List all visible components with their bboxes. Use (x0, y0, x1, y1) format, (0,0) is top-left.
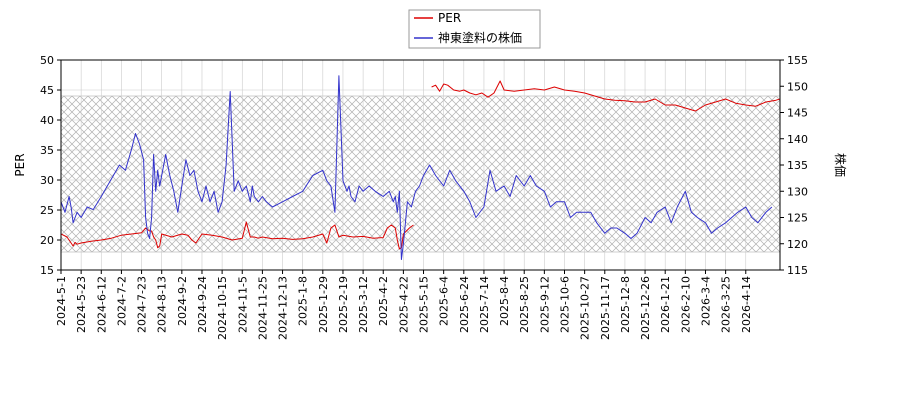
x-tick-label-27: 2025-11-17 (599, 276, 612, 340)
y-left-tick-label-6: 45 (40, 84, 54, 97)
y-left-tick-label-1: 20 (40, 234, 54, 247)
x-tick-label-1: 2024-5-23 (75, 276, 88, 333)
x-tick-label-8: 2024-10-15 (216, 276, 229, 340)
x-tick-label-30: 2026-1-21 (659, 276, 672, 333)
x-tick-label-12: 2025-1-8 (297, 276, 310, 326)
y-right-tick-label-4: 135 (787, 159, 808, 172)
x-tick-label-4: 2024-7-23 (136, 276, 149, 333)
y-right-tick-label-5: 140 (787, 133, 808, 146)
x-tick-label-5: 2024-8-13 (156, 276, 169, 333)
x-tick-label-6: 2024-9-2 (176, 276, 189, 326)
x-tick-label-20: 2025-6-24 (458, 276, 471, 333)
x-tick-label-9: 2024-11-5 (236, 276, 249, 333)
x-tick-label-15: 2025-3-12 (357, 276, 370, 333)
y-right-tick-label-6: 145 (787, 107, 808, 120)
x-tick-label-28: 2025-12-8 (619, 276, 632, 333)
x-tick-label-21: 2025-7-14 (478, 276, 491, 333)
x-tick-label-31: 2026-2-10 (679, 276, 692, 333)
y-left-tick-label-2: 25 (40, 204, 54, 217)
x-tick-label-3: 2024-7-2 (115, 276, 128, 326)
series-line-per-segment-0 (61, 221, 414, 250)
y-left-tick-label-5: 40 (40, 114, 54, 127)
x-tick-label-24: 2025-9-12 (538, 276, 551, 333)
y-left-tick-label-4: 35 (40, 144, 54, 157)
x-tick-label-11: 2024-12-13 (277, 276, 290, 340)
y-left-axis-title: PER (13, 153, 27, 176)
hatched-band-area (60, 95, 781, 253)
x-tick-label-17: 2025-4-22 (397, 276, 410, 333)
x-tick-label-32: 2026-3-4 (699, 276, 712, 326)
y-right-tick-label-2: 125 (787, 212, 808, 225)
x-tick-label-18: 2025-5-15 (418, 276, 431, 333)
legend-box (408, 9, 541, 49)
legend-label-per: PER (438, 11, 461, 25)
x-tick-label-34: 2026-4-14 (740, 276, 753, 333)
x-tick-label-26: 2025-10-27 (579, 276, 592, 340)
y-right-tick-label-7: 150 (787, 80, 808, 93)
x-tick-label-22: 2025-8-4 (498, 276, 511, 326)
y-right-tick-label-1: 120 (787, 238, 808, 251)
y-right-tick-label-0: 115 (787, 264, 808, 277)
x-tick-label-10: 2024-11-25 (256, 276, 269, 340)
x-tick-label-29: 2025-12-26 (639, 276, 652, 340)
x-tick-label-23: 2025-8-25 (518, 276, 531, 333)
y-left-tick-label-7: 50 (40, 54, 54, 67)
x-tick-label-25: 2025-10-6 (559, 276, 572, 333)
x-tick-label-19: 2025-6-4 (438, 276, 451, 326)
x-tick-label-13: 2025-1-29 (317, 276, 330, 333)
x-tick-label-2: 2024-6-12 (95, 276, 108, 333)
y-left-tick-label-0: 15 (40, 264, 54, 277)
y-right-tick-label-3: 130 (787, 185, 808, 198)
x-tick-label-0: 2024-5-1 (55, 276, 68, 326)
x-tick-label-33: 2026-3-25 (720, 276, 733, 333)
y-right-tick-label-8: 155 (787, 54, 808, 67)
x-tick-label-16: 2025-4-2 (377, 276, 390, 326)
series-line-price-segment-0 (61, 75, 773, 260)
x-tick-label-14: 2025-2-19 (337, 276, 350, 333)
y-right-axis-title: 株価 (833, 153, 848, 177)
x-tick-label-7: 2024-9-24 (196, 276, 209, 333)
ticks: 15 20 25 30 35 40 45 50 115 120 125 130 135 140 145 150… (40, 54, 808, 340)
series-layer (61, 75, 780, 260)
hatched-band (60, 95, 781, 253)
legend: PER 神東塗料の株価 (408, 9, 541, 49)
series-line-per-segment-1 (431, 80, 780, 112)
y-left-tick-label-3: 30 (40, 174, 54, 187)
legend-label-price: 神東塗料の株価 (438, 30, 522, 45)
